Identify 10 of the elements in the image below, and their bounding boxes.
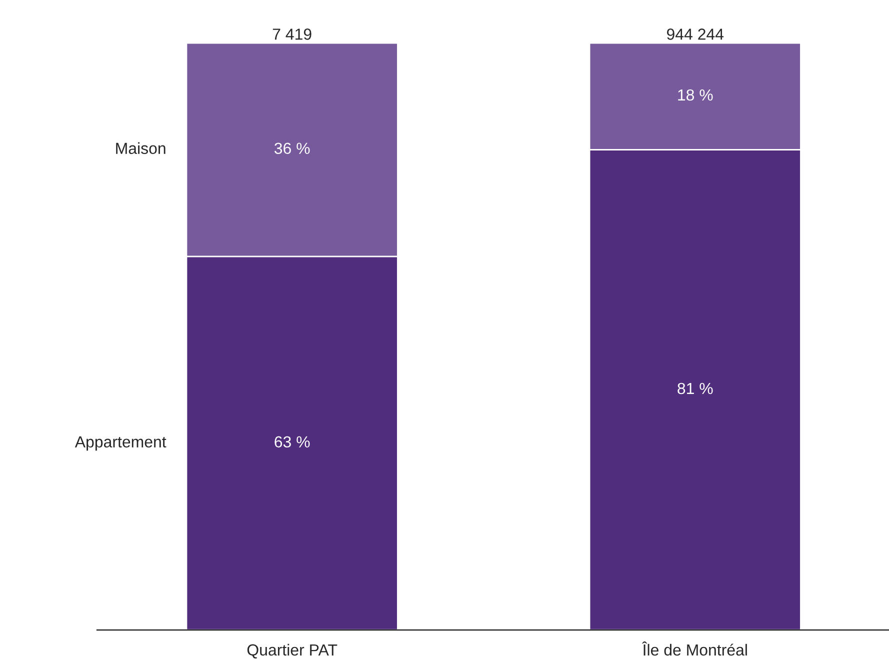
series-label: Appartement [74, 436, 166, 451]
data-label: 36 % [274, 142, 310, 154]
data-label: 18 % [678, 89, 713, 101]
series-label: Maison [116, 142, 166, 154]
x-tick-label: Île de Montréal [642, 642, 747, 656]
x-tick-label: Quartier PAT [247, 644, 338, 658]
data-label: 81 % [678, 382, 713, 394]
annotation: 7 419 [272, 28, 312, 40]
annotation: 944 244 [667, 28, 724, 40]
data-label: 63 % [274, 436, 310, 448]
